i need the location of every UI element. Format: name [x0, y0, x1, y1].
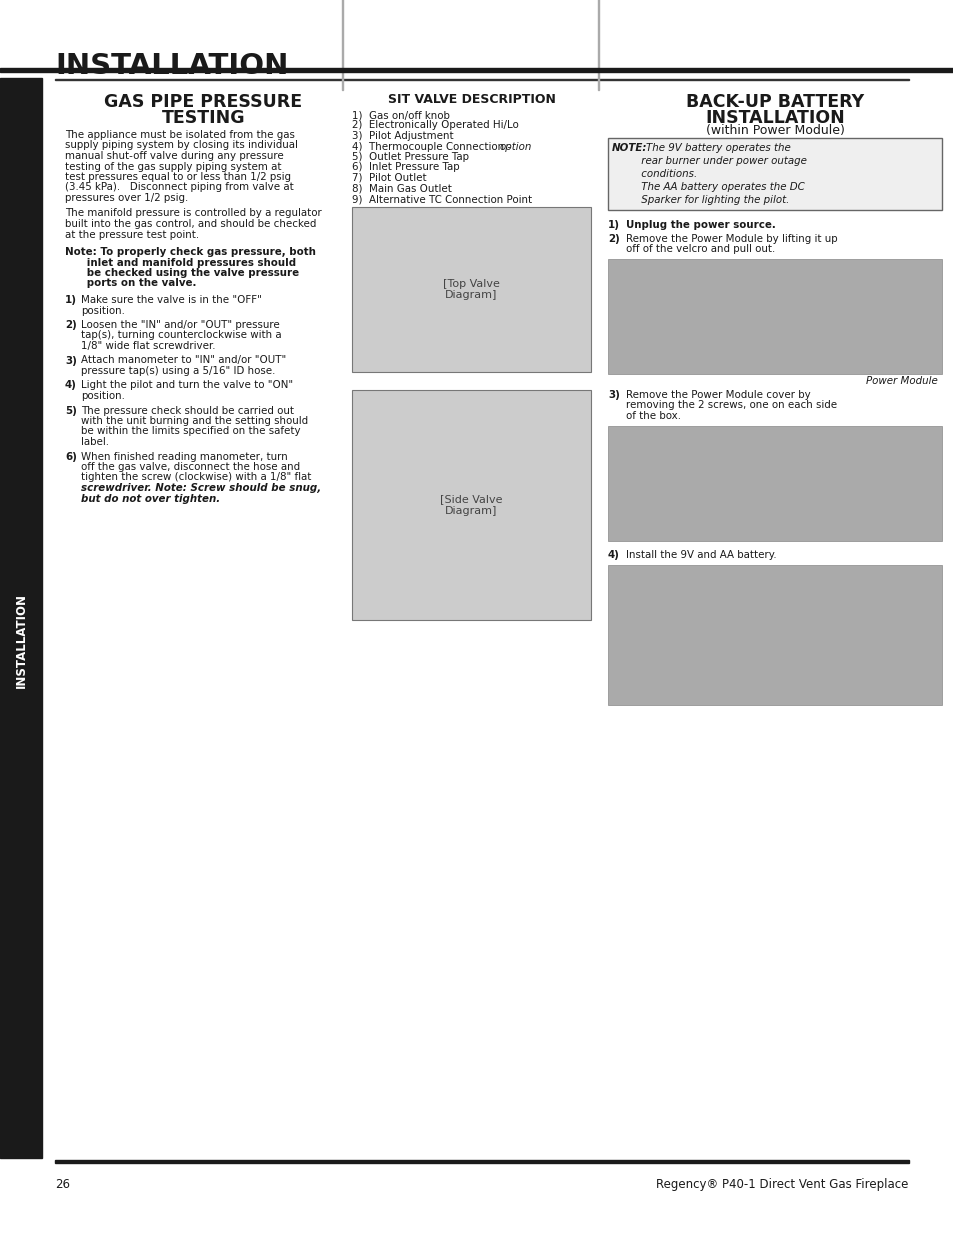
Text: BACK-UP BATTERY: BACK-UP BATTERY [685, 93, 863, 111]
Text: testing of the gas supply piping system at: testing of the gas supply piping system … [65, 162, 281, 172]
Text: position.: position. [81, 305, 125, 315]
Bar [607, 259, 941, 374]
Text: Light the pilot and turn the valve to "ON": Light the pilot and turn the valve to "O… [81, 380, 293, 390]
Text: 1/8" wide flat screwdriver.: 1/8" wide flat screwdriver. [81, 341, 215, 351]
Bar [352, 390, 590, 620]
Text: 3): 3) [65, 356, 77, 366]
Text: INSTALLATION: INSTALLATION [14, 593, 28, 688]
Text: Power Module: Power Module [865, 375, 937, 387]
Text: tighten the screw (clockwise) with a 1/8" flat: tighten the screw (clockwise) with a 1/8… [81, 473, 311, 483]
Text: 1): 1) [607, 220, 619, 230]
Text: be within the limits specified on the safety: be within the limits specified on the sa… [81, 426, 300, 436]
Text: manual shut-off valve during any pressure: manual shut-off valve during any pressur… [65, 151, 283, 161]
Text: (within Power Module): (within Power Module) [705, 124, 843, 137]
Text: 26: 26 [55, 1178, 70, 1191]
Text: rear burner under power outage: rear burner under power outage [612, 156, 806, 165]
Bar [352, 207, 590, 372]
Text: Loosen the "IN" and/or "OUT" pressure: Loosen the "IN" and/or "OUT" pressure [81, 320, 279, 330]
Bar [0, 68, 953, 72]
Text: [Top Valve
Diagram]: [Top Valve Diagram] [442, 279, 499, 300]
Bar [55, 79, 908, 80]
Text: built into the gas control, and should be checked: built into the gas control, and should b… [65, 219, 316, 228]
Text: tap(s), turning counterclockwise with a: tap(s), turning counterclockwise with a [81, 331, 281, 341]
Text: 4): 4) [607, 551, 619, 561]
Text: off of the velcro and pull out.: off of the velcro and pull out. [625, 245, 775, 254]
Bar [607, 426, 941, 541]
Text: 3): 3) [607, 390, 619, 400]
Text: INSTALLATION: INSTALLATION [55, 52, 288, 80]
Text: TESTING: TESTING [161, 109, 245, 127]
Text: screwdriver. Note: Screw should be snug,: screwdriver. Note: Screw should be snug, [81, 483, 321, 493]
Text: Note: To properly check gas pressure, both: Note: To properly check gas pressure, bo… [65, 247, 315, 257]
Text: label.: label. [81, 437, 109, 447]
Text: 9)  Alternative TC Connection Point: 9) Alternative TC Connection Point [352, 194, 532, 204]
Text: 1)  Gas on/off knob: 1) Gas on/off knob [352, 110, 450, 120]
Text: at the pressure test point.: at the pressure test point. [65, 230, 199, 240]
Text: When finished reading manometer, turn: When finished reading manometer, turn [81, 452, 288, 462]
Text: INSTALLATION: INSTALLATION [704, 109, 844, 127]
Text: NOTE:: NOTE: [612, 143, 647, 153]
Text: Sparker for lighting the pilot.: Sparker for lighting the pilot. [612, 195, 788, 205]
Bar [341, 0, 343, 90]
Text: Regency® P40-1 Direct Vent Gas Fireplace: Regency® P40-1 Direct Vent Gas Fireplace [655, 1178, 907, 1191]
Text: Remove the Power Module by lifting it up: Remove the Power Module by lifting it up [625, 233, 837, 245]
Text: (3.45 kPa).   Disconnect piping from valve at: (3.45 kPa). Disconnect piping from valve… [65, 183, 294, 193]
Text: conditions.: conditions. [612, 169, 697, 179]
Text: inlet and manifold pressures should: inlet and manifold pressures should [65, 258, 295, 268]
Text: pressures over 1/2 psig.: pressures over 1/2 psig. [65, 193, 188, 203]
Text: 2)  Electronically Operated Hi/Lo: 2) Electronically Operated Hi/Lo [352, 121, 518, 131]
Bar [0, 78, 42, 1158]
Bar [607, 564, 941, 704]
Text: but do not over tighten.: but do not over tighten. [81, 494, 220, 504]
Text: 2): 2) [607, 233, 619, 245]
Text: 3)  Pilot Adjustment: 3) Pilot Adjustment [352, 131, 453, 141]
Text: Remove the Power Module cover by: Remove the Power Module cover by [625, 390, 810, 400]
Text: Attach manometer to "IN" and/or "OUT": Attach manometer to "IN" and/or "OUT" [81, 356, 286, 366]
Text: The manifold pressure is controlled by a regulator: The manifold pressure is controlled by a… [65, 209, 321, 219]
Text: [Side Valve
Diagram]: [Side Valve Diagram] [439, 494, 502, 516]
Text: The 9V battery operates the: The 9V battery operates the [645, 143, 790, 153]
Text: Unplug the power source.: Unplug the power source. [625, 220, 775, 230]
Bar [55, 1160, 908, 1163]
Text: 5)  Outlet Pressure Tap: 5) Outlet Pressure Tap [352, 152, 469, 162]
Text: Install the 9V and AA battery.: Install the 9V and AA battery. [625, 551, 776, 561]
Text: removing the 2 screws, one on each side: removing the 2 screws, one on each side [625, 400, 836, 410]
Text: The appliance must be isolated from the gas: The appliance must be isolated from the … [65, 130, 294, 140]
Text: 4)  Thermocouple Connection -: 4) Thermocouple Connection - [352, 142, 514, 152]
Bar [607, 138, 941, 210]
Text: SIT VALVE DESCRIPTION: SIT VALVE DESCRIPTION [387, 93, 555, 106]
Text: pressure tap(s) using a 5/16" ID hose.: pressure tap(s) using a 5/16" ID hose. [81, 366, 275, 375]
Text: GAS PIPE PRESSURE: GAS PIPE PRESSURE [104, 93, 302, 111]
Text: 6)  Inlet Pressure Tap: 6) Inlet Pressure Tap [352, 163, 459, 173]
Text: 1): 1) [65, 295, 77, 305]
Text: with the unit burning and the setting should: with the unit burning and the setting sh… [81, 416, 308, 426]
Text: The pressure check should be carried out: The pressure check should be carried out [81, 405, 294, 415]
Text: 7)  Pilot Outlet: 7) Pilot Outlet [352, 173, 426, 183]
Text: 6): 6) [65, 452, 77, 462]
Text: 8)  Main Gas Outlet: 8) Main Gas Outlet [352, 184, 452, 194]
Text: 4): 4) [65, 380, 77, 390]
Text: be checked using the valve pressure: be checked using the valve pressure [65, 268, 299, 278]
Text: test pressures equal to or less than 1/2 psig: test pressures equal to or less than 1/2… [65, 172, 291, 182]
Text: 2): 2) [65, 320, 76, 330]
Text: Make sure the valve is in the "OFF": Make sure the valve is in the "OFF" [81, 295, 262, 305]
Text: off the gas valve, disconnect the hose and: off the gas valve, disconnect the hose a… [81, 462, 300, 472]
Text: option: option [499, 142, 532, 152]
Text: ports on the valve.: ports on the valve. [65, 279, 196, 289]
Text: 5): 5) [65, 405, 77, 415]
Text: The AA battery operates the DC: The AA battery operates the DC [612, 182, 804, 191]
Text: of the box.: of the box. [625, 411, 680, 421]
Text: position.: position. [81, 391, 125, 401]
Text: supply piping system by closing its individual: supply piping system by closing its indi… [65, 141, 297, 151]
